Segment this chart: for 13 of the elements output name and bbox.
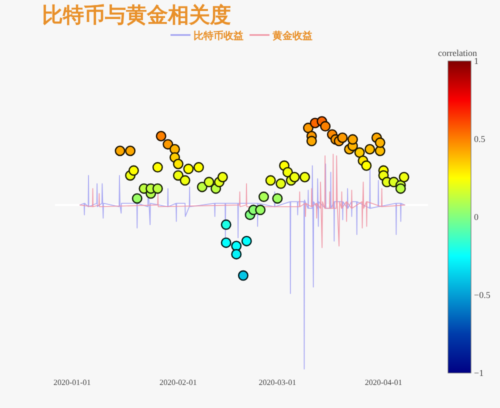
x-tick-label: 2020-04-01: [364, 378, 402, 387]
legend-label: 黄金收益: [272, 30, 312, 42]
x-tick-label: 2020-01-01: [53, 378, 91, 387]
x-tick-label: 2020-02-01: [160, 378, 197, 387]
color-bar-label: −1: [474, 368, 484, 378]
color-bar-title: correlation: [438, 48, 478, 58]
x-tick-label: 2020-03-01: [258, 378, 296, 387]
color-bar-label: 1: [474, 56, 478, 66]
color-bar-label: 0: [474, 212, 479, 222]
chart-title: 比特币与黄金相关度: [42, 3, 231, 27]
legend-label: 比特币收益: [194, 30, 244, 42]
color-bar-label: −0.5: [474, 290, 491, 300]
color-bar-label: 0.5: [474, 134, 486, 144]
